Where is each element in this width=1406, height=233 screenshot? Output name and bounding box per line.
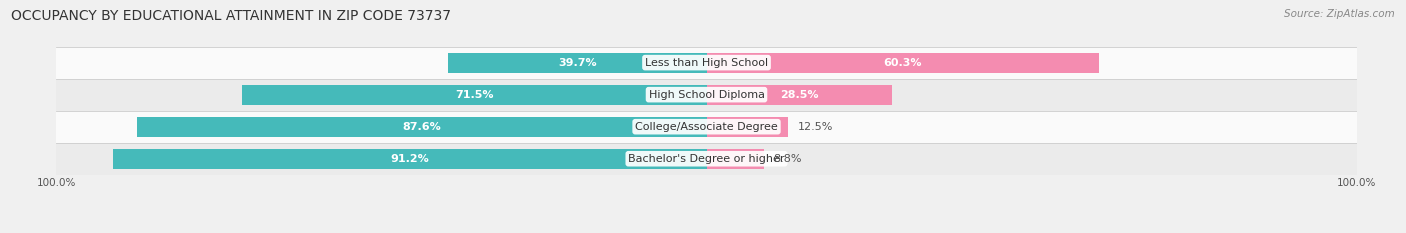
Bar — [56, 111, 1357, 143]
Text: 87.6%: 87.6% — [402, 122, 441, 132]
Text: Source: ZipAtlas.com: Source: ZipAtlas.com — [1284, 9, 1395, 19]
Bar — [242, 85, 707, 105]
Bar — [707, 85, 891, 105]
Bar — [56, 79, 1357, 111]
Text: High School Diploma: High School Diploma — [648, 90, 765, 100]
Text: 71.5%: 71.5% — [454, 90, 494, 100]
Bar — [707, 149, 763, 169]
Bar — [707, 53, 1098, 72]
Text: 12.5%: 12.5% — [797, 122, 832, 132]
Text: 28.5%: 28.5% — [780, 90, 818, 100]
Bar — [56, 143, 1357, 175]
Text: 60.3%: 60.3% — [883, 58, 922, 68]
Text: 91.2%: 91.2% — [391, 154, 429, 164]
Bar — [707, 117, 787, 137]
Text: Bachelor's Degree or higher: Bachelor's Degree or higher — [628, 154, 785, 164]
Text: 39.7%: 39.7% — [558, 58, 596, 68]
Bar — [449, 53, 707, 72]
Legend: Owner-occupied, Renter-occupied: Owner-occupied, Renter-occupied — [588, 229, 825, 233]
Bar — [56, 47, 1357, 79]
Text: College/Associate Degree: College/Associate Degree — [636, 122, 778, 132]
Bar — [114, 149, 707, 169]
Text: Less than High School: Less than High School — [645, 58, 768, 68]
Text: 8.8%: 8.8% — [773, 154, 801, 164]
Text: OCCUPANCY BY EDUCATIONAL ATTAINMENT IN ZIP CODE 73737: OCCUPANCY BY EDUCATIONAL ATTAINMENT IN Z… — [11, 9, 451, 23]
Bar — [136, 117, 707, 137]
